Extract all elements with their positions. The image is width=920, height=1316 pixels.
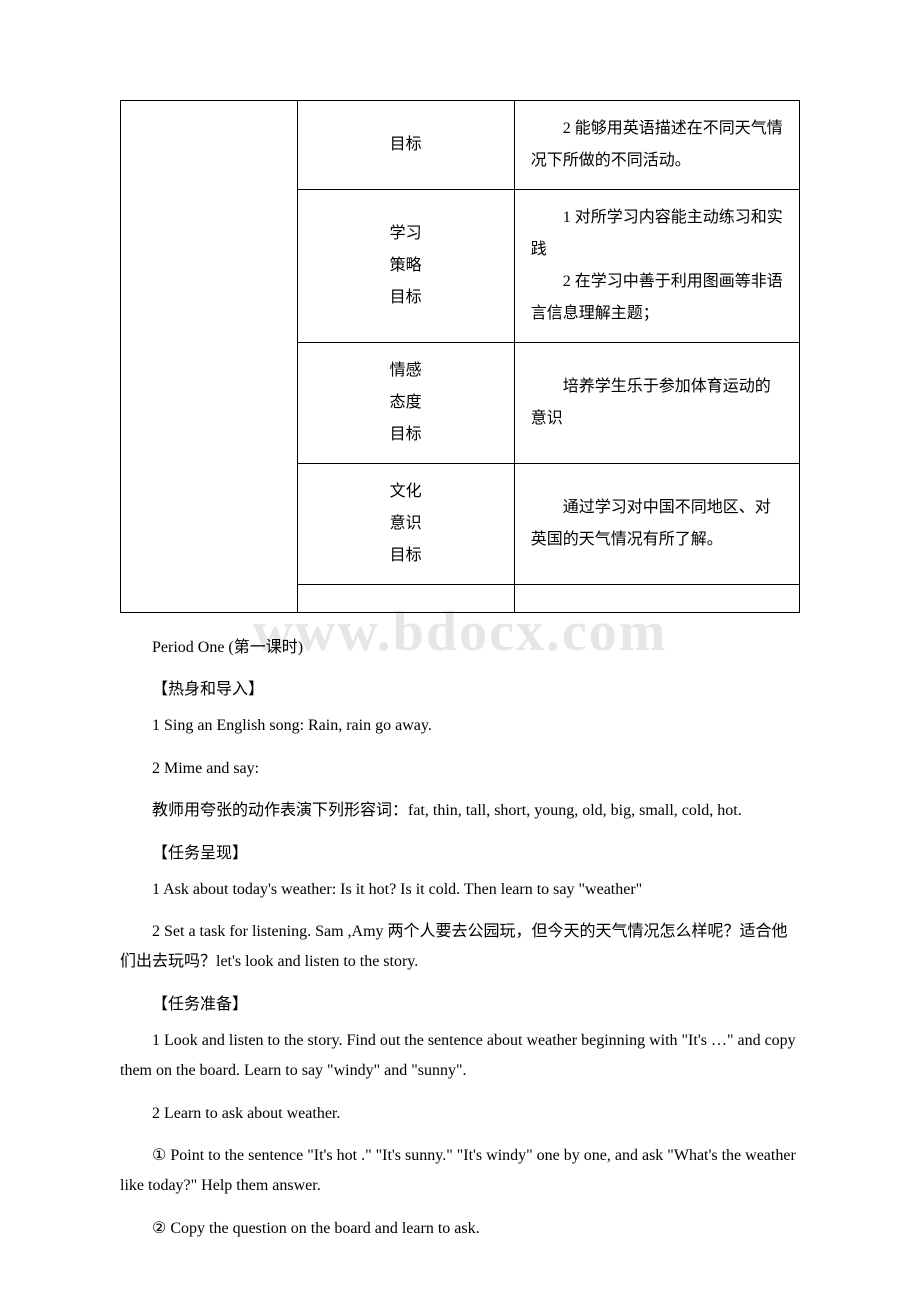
body-text: 2 Set a task for listening. Sam ,Amy 两个人… xyxy=(120,917,800,978)
section-heading: 【任务呈现】 xyxy=(120,839,800,863)
table-cell-label: 情感 态度 目标 xyxy=(297,343,514,464)
body-text: 1 Look and listen to the story. Find out… xyxy=(120,1026,800,1087)
table-cell-empty xyxy=(514,585,799,613)
table-cell-label: 学习 策略 目标 xyxy=(297,190,514,343)
section-heading: 【任务准备】 xyxy=(120,990,800,1014)
content-text: 2 能够用英语描述在不同天气情况下所做的不同活动。 xyxy=(531,120,783,169)
page-container: 目标 2 能够用英语描述在不同天气情况下所做的不同活动。 学习 策略 目标 1 … xyxy=(0,0,920,1316)
table-cell-content: 1 对所学习内容能主动练习和实践 2 在学习中善于利用图画等非语言信息理解主题； xyxy=(514,190,799,343)
section-heading: 【热身和导入】 xyxy=(120,675,800,699)
body-text: ① Point to the sentence "It's hot ." "It… xyxy=(120,1141,800,1202)
body-text: 1 Ask about today's weather: Is it hot? … xyxy=(120,875,800,905)
body-text: 2 Mime and say: xyxy=(120,754,800,784)
period-heading: Period One (第一课时) xyxy=(120,633,800,663)
content-text: 通过学习对中国不同地区、对英国的天气情况有所了解。 xyxy=(531,499,771,548)
label-text: 态度 xyxy=(314,387,498,419)
table-cell-content: 培养学生乐于参加体育运动的意识 xyxy=(514,343,799,464)
label-text: 学习 xyxy=(314,218,498,250)
label-text: 策略 xyxy=(314,250,498,282)
label-text: 文化 xyxy=(314,476,498,508)
body-text: 2 Learn to ask about weather. xyxy=(120,1099,800,1129)
label-text: 目标 xyxy=(314,540,498,572)
label-text: 目标 xyxy=(314,282,498,314)
label-text: 意识 xyxy=(314,508,498,540)
table-row: 目标 2 能够用英语描述在不同天气情况下所做的不同活动。 xyxy=(121,101,800,190)
table-cell-content: 通过学习对中国不同地区、对英国的天气情况有所了解。 xyxy=(514,464,799,585)
body-text: ② Copy the question on the board and lea… xyxy=(120,1214,800,1244)
table-cell-left xyxy=(121,101,298,613)
table-cell-label: 文化 意识 目标 xyxy=(297,464,514,585)
content-text: 2 在学习中善于利用图画等非语言信息理解主题； xyxy=(531,266,783,330)
label-text: 目标 xyxy=(314,419,498,451)
table-cell-empty xyxy=(297,585,514,613)
objectives-table: 目标 2 能够用英语描述在不同天气情况下所做的不同活动。 学习 策略 目标 1 … xyxy=(120,100,800,613)
content-text: 1 对所学习内容能主动练习和实践 xyxy=(531,202,783,266)
label-text: 情感 xyxy=(314,355,498,387)
table-cell-label: 目标 xyxy=(297,101,514,190)
body-text: 1 Sing an English song: Rain, rain go aw… xyxy=(120,711,800,741)
table-cell-content: 2 能够用英语描述在不同天气情况下所做的不同活动。 xyxy=(514,101,799,190)
body-text: 教师用夸张的动作表演下列形容词：fat, thin, tall, short, … xyxy=(120,796,800,826)
label-text: 目标 xyxy=(314,129,498,161)
content-text: 培养学生乐于参加体育运动的意识 xyxy=(531,378,771,427)
